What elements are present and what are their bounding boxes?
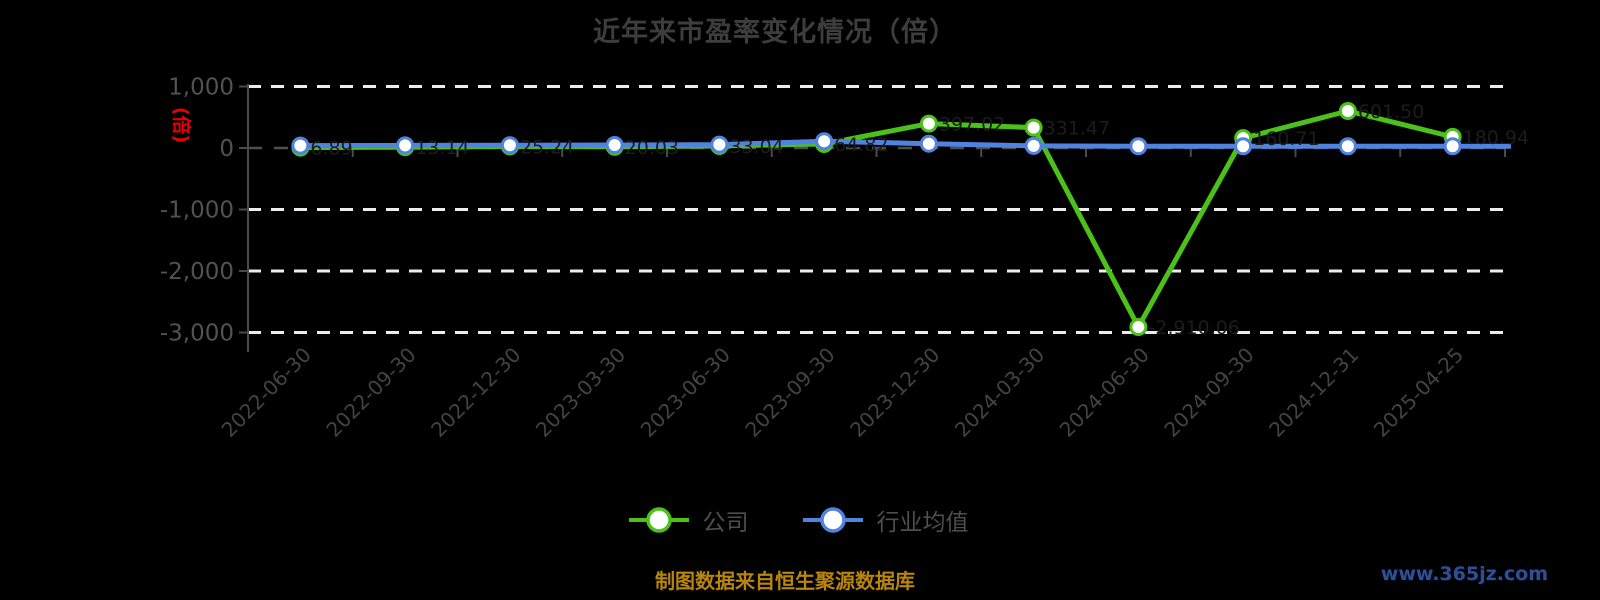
company-data-point <box>1338 102 1357 121</box>
data-source-note: 制图数据来自恒生聚源数据库 <box>655 569 915 593</box>
company-data-label: 601.50 <box>1358 101 1424 123</box>
industry-data-point <box>500 136 519 155</box>
company-data-label: 13.14 <box>415 137 469 159</box>
legend-item-company[interactable]: 公司 <box>627 503 749 537</box>
x-axis-label: 2024-06-30 <box>1055 343 1154 442</box>
company-data-point <box>1024 118 1043 137</box>
industry-data-point <box>1338 137 1357 156</box>
x-axis-label: 2023-09-30 <box>740 343 839 442</box>
industry-series-marker-icon <box>802 507 863 533</box>
legend: 公司 行业均值 <box>0 503 1595 537</box>
industry-data-point <box>605 136 624 155</box>
x-axis-label: 2023-06-30 <box>636 343 735 442</box>
company-data-label: 6.89 <box>310 138 352 160</box>
company-data-label: 20.03 <box>625 137 679 159</box>
x-axis-label: 2025-04-25 <box>1369 343 1468 442</box>
company-data-label: 397.02 <box>939 114 1005 136</box>
legend-label-company: 公司 <box>702 510 749 536</box>
watermark: www.365jz.com <box>1380 563 1548 585</box>
industry-series-line <box>300 138 1511 149</box>
x-axis-label: 2022-09-30 <box>321 343 420 442</box>
company-data-label: 331.47 <box>1044 118 1110 140</box>
x-axis-label: 2023-03-30 <box>531 343 630 442</box>
company-data-label: 160.71 <box>1253 128 1319 150</box>
company-series-marker-icon <box>628 507 689 533</box>
industry-data-point <box>396 136 415 155</box>
y-axis-label: 1,000 <box>168 75 234 101</box>
industry-data-point <box>710 135 729 154</box>
legend-item-industry-average[interactable]: 行业均值 <box>801 503 969 537</box>
x-axis-label: 2022-06-30 <box>217 343 316 442</box>
y-axis-label: -3,000 <box>160 321 234 347</box>
x-axis-label: 2022-12-30 <box>426 343 525 442</box>
x-axis-label: 2024-09-30 <box>1159 343 1258 442</box>
industry-data-point <box>291 136 310 155</box>
y-axis-label: 0 <box>219 136 234 162</box>
legend-label-industry-average: 行业均值 <box>876 510 969 536</box>
x-axis-label: 2024-12-31 <box>1264 343 1363 442</box>
company-data-point <box>1129 317 1148 336</box>
y-axis-label: -1,000 <box>160 198 234 224</box>
industry-data-point <box>1443 137 1462 156</box>
industry-data-point <box>919 134 938 153</box>
company-data-label: 180.94 <box>1463 127 1529 149</box>
company-data-point <box>919 114 938 133</box>
industry-data-point <box>1129 137 1148 156</box>
industry-data-point <box>1234 137 1253 156</box>
industry-data-point <box>1024 136 1043 155</box>
company-data-label: 25.24 <box>520 136 574 158</box>
company-data-label: 33.04 <box>729 136 783 158</box>
company-data-label: -2,910.06 <box>1148 317 1239 339</box>
y-axis-label: -2,000 <box>160 259 234 285</box>
x-axis-label: 2023-12-30 <box>845 343 944 442</box>
industry-data-point <box>815 132 834 151</box>
chart-title: 近年来市盈率变化情况（倍） <box>593 17 957 48</box>
x-axis-label: 2024-03-30 <box>950 343 1049 442</box>
company-data-label: 64.82 <box>834 134 888 156</box>
